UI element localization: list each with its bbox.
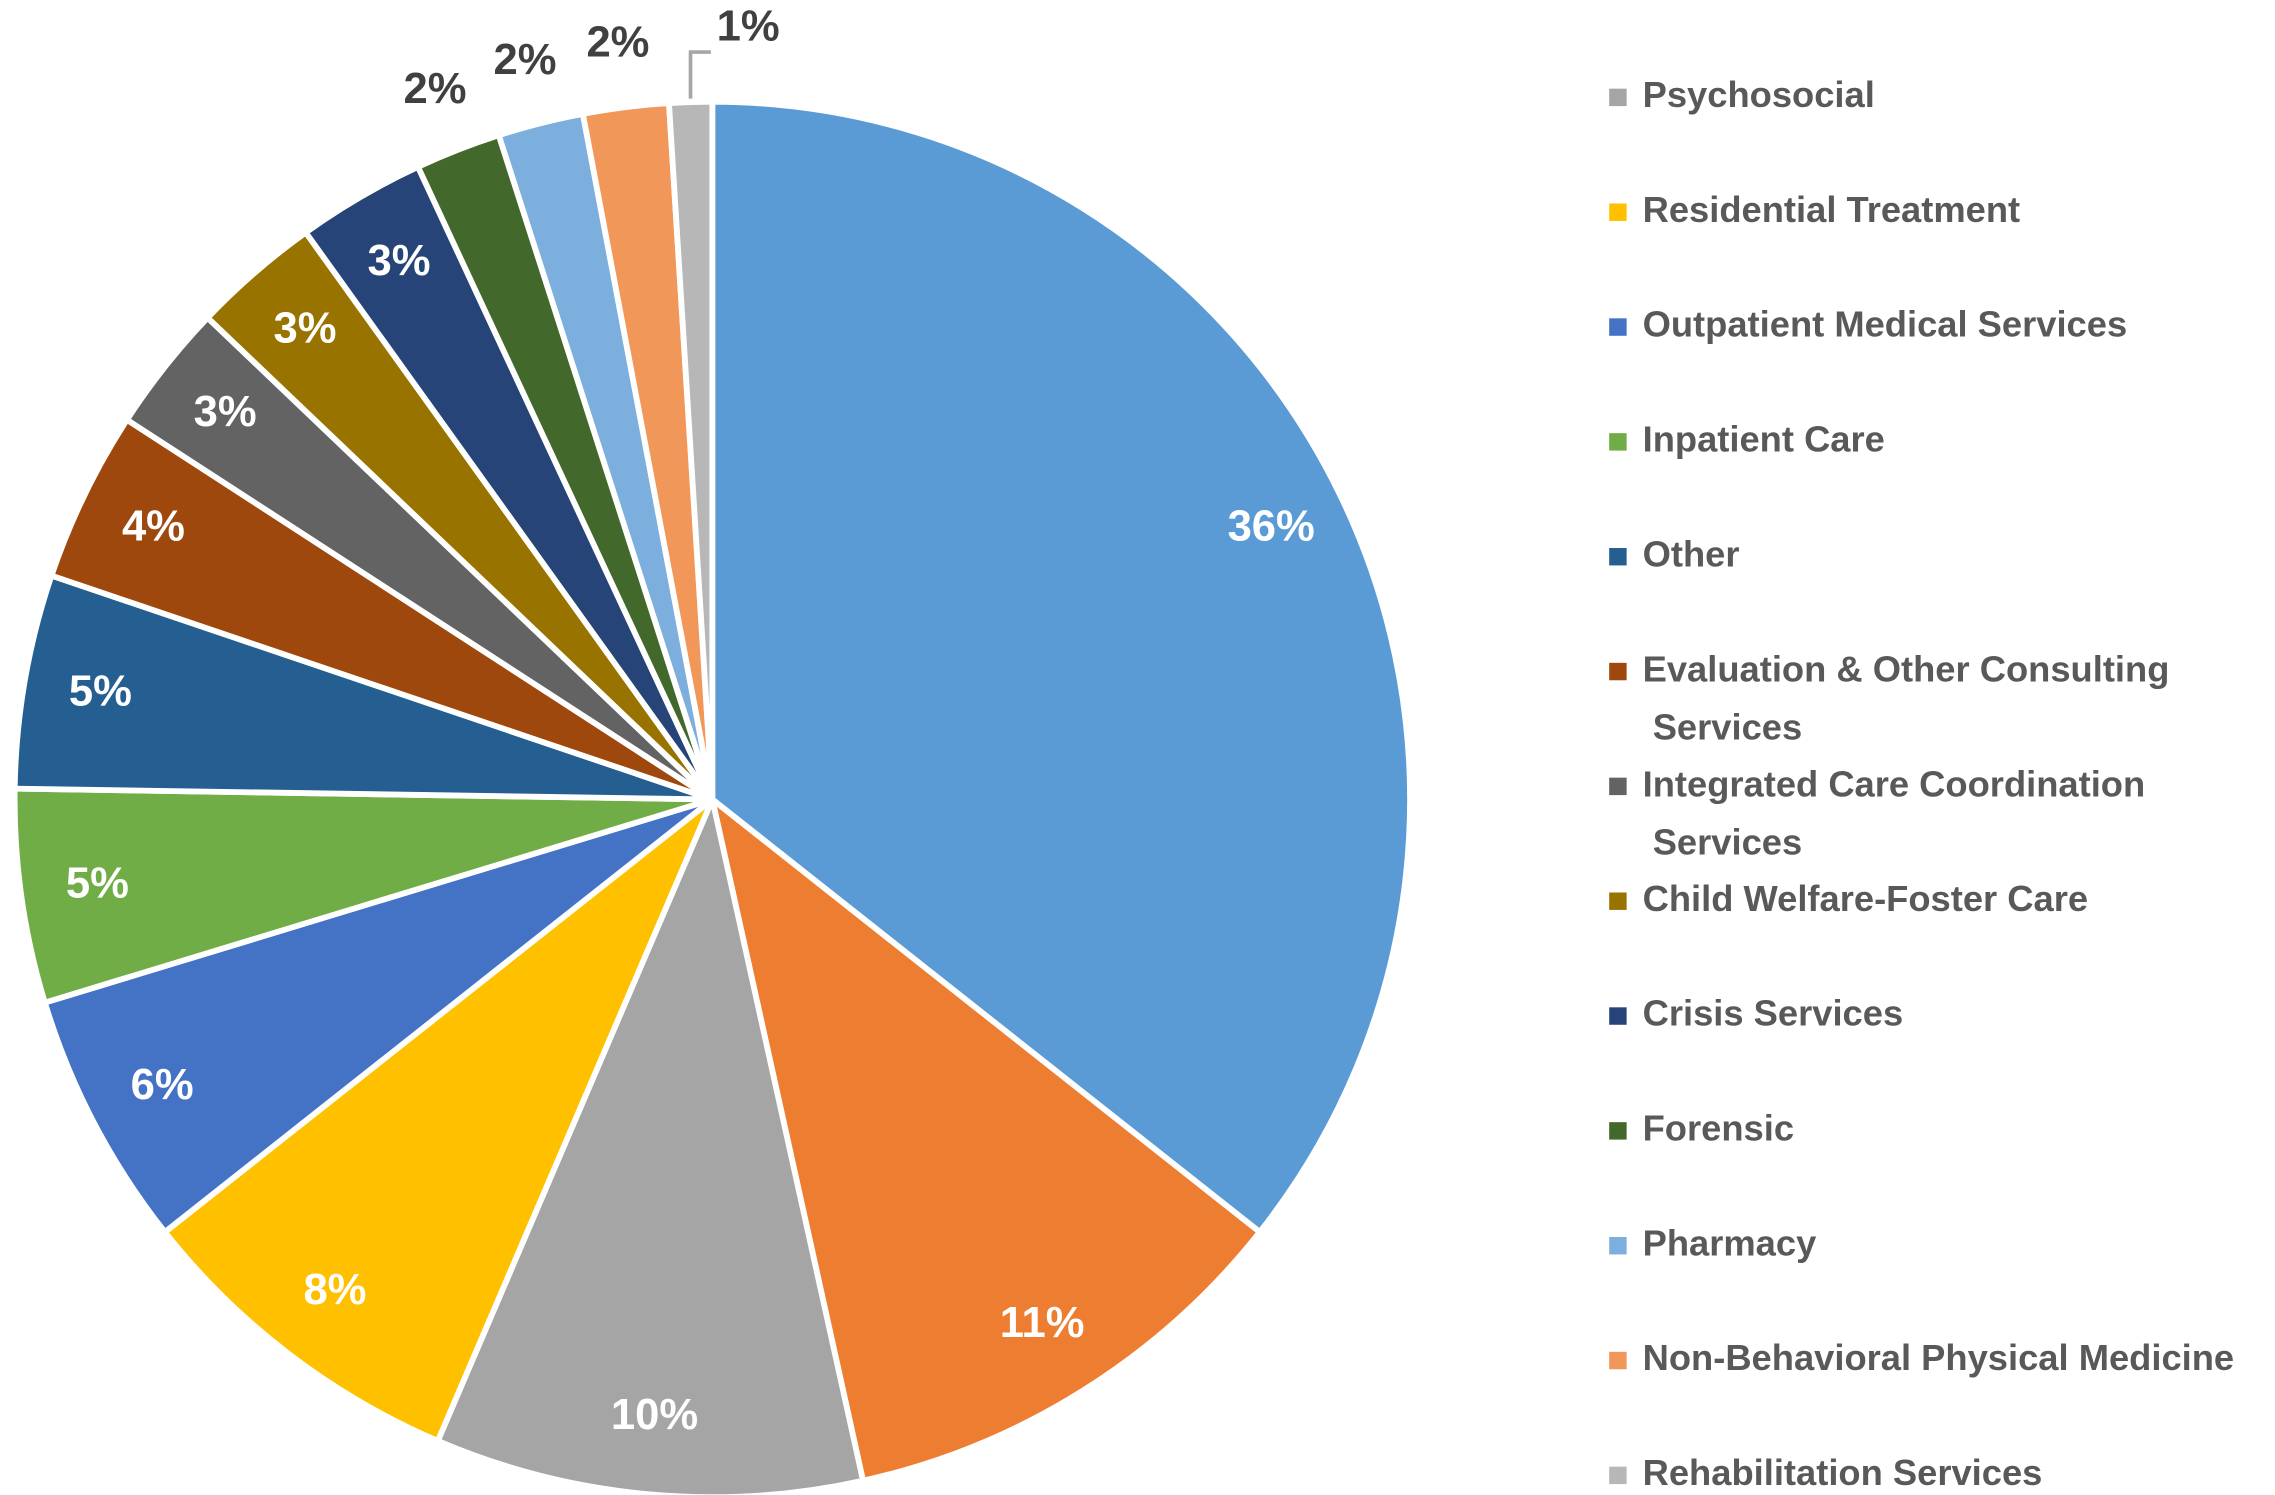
legend-label: Outpatient Medical Services [1643, 304, 2128, 345]
pie-slice [709, 98, 1413, 1235]
data-label: 36% [1228, 502, 1315, 550]
pie-slice [41, 796, 716, 1235]
legend-label: Inpatient Care [1643, 418, 1885, 459]
legend-label: Residential Treatment [1643, 189, 2021, 230]
data-label: 3% [368, 237, 431, 285]
data-label: 5% [69, 667, 132, 715]
legend-label: Evaluation & Other Consulting Services [1643, 648, 2170, 747]
legend-swatch [1609, 892, 1627, 910]
data-label: 4% [122, 502, 185, 550]
pie-slice [11, 785, 716, 1006]
leader-line [688, 50, 711, 99]
legend-swatch [1609, 1122, 1627, 1140]
legend-swatch [1609, 1466, 1627, 1485]
legend-swatch [1609, 662, 1627, 681]
pie-slice [161, 796, 716, 1444]
data-label: 2% [494, 36, 557, 84]
legend-swatch [1609, 547, 1627, 566]
legend-label: Forensic [1643, 1107, 1794, 1148]
data-label: 5% [66, 860, 129, 908]
legend-label: Psychosocial [1643, 74, 1875, 115]
data-label: 11% [1000, 1299, 1085, 1347]
legend-label: Crisis Services [1643, 993, 1904, 1034]
data-label: 6% [131, 1061, 194, 1109]
data-label: 3% [194, 388, 257, 436]
data-label: 3% [274, 304, 337, 352]
legend-swatch [1609, 1351, 1627, 1370]
pie-slice [666, 98, 716, 803]
legend-label: Pharmacy [1643, 1222, 1817, 1263]
data-label: 1% [717, 2, 780, 50]
data-label: 10% [611, 1391, 698, 1439]
legend-swatch [1609, 203, 1627, 221]
legend-label: Other [1643, 533, 1740, 574]
pie-slice [11, 572, 716, 803]
pie-slice [709, 796, 1263, 1484]
data-label: 8% [303, 1266, 366, 1314]
legend-swatch [1609, 433, 1627, 451]
legend-swatch [1609, 777, 1627, 796]
legend-label: Non-Behavioral Physical Medicine [1643, 1337, 2235, 1378]
legend-swatch [1609, 318, 1627, 336]
legend-label: Rehabilitation Services [1643, 1452, 2043, 1493]
legend-swatch [1609, 1236, 1627, 1255]
pie-slice [434, 796, 866, 1495]
data-label: 2% [586, 18, 649, 66]
legend-swatch [1609, 88, 1627, 107]
legend-label: Child Welfare-Foster Care [1643, 878, 2088, 919]
legend-label: Integrated Care Coordination Services [1643, 763, 2146, 862]
data-label: 2% [404, 65, 467, 113]
legend-swatch [1609, 1007, 1627, 1025]
